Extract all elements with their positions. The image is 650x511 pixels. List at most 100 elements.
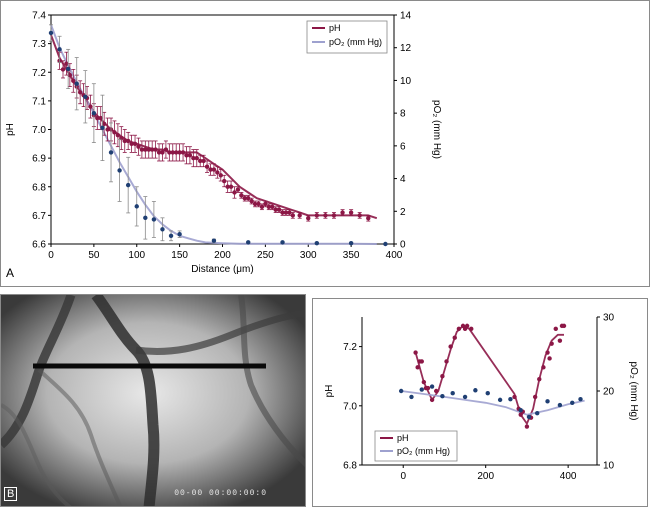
po2-point: [280, 240, 285, 245]
po2-point: [429, 384, 435, 389]
ph-point: [429, 397, 435, 403]
y-tick-label: 7.3: [32, 39, 46, 50]
y2-tick-label: 2: [400, 207, 406, 218]
ph-point: [532, 394, 538, 400]
ph-point: [256, 201, 261, 207]
vessel-micrograph: [1, 295, 305, 506]
ph-point: [314, 213, 320, 218]
y-tick-label: 7.1: [32, 96, 46, 107]
po2-point: [348, 240, 354, 246]
vessel: [238, 295, 305, 468]
ph-point: [421, 379, 427, 385]
ph-point: [153, 147, 158, 152]
x-tick-label: 400: [386, 250, 403, 261]
ph-point: [112, 130, 117, 135]
ph-point: [464, 323, 470, 329]
ph-point: [211, 167, 217, 172]
po2-point: [211, 238, 217, 243]
ph-point: [252, 201, 258, 207]
ph-point: [187, 153, 193, 158]
ph-point: [105, 127, 110, 132]
ph-point: [122, 138, 127, 144]
x-tick-label: 150: [171, 250, 188, 261]
po2-point: [526, 414, 532, 420]
po2-point: [65, 66, 71, 72]
po2-point: [117, 168, 122, 173]
vessel: [37, 368, 123, 506]
y2-axis-label: pO₂ (mm Hg): [628, 362, 639, 421]
ph-point: [129, 141, 134, 147]
y-tick-label: 7.2: [32, 68, 46, 79]
x-tick-label: 250: [257, 250, 274, 261]
ph-point: [547, 356, 552, 361]
ph-point: [413, 350, 418, 355]
ph-point: [434, 388, 439, 394]
po2-point: [462, 394, 468, 400]
ph-point: [348, 210, 354, 215]
po2-point: [398, 388, 404, 394]
ph-point: [184, 153, 189, 158]
ph-point: [249, 198, 254, 204]
x-tick-label: 100: [128, 250, 145, 261]
ph-point: [512, 394, 517, 400]
x-tick-label: 50: [88, 250, 100, 261]
ph-point: [60, 67, 66, 72]
po2-point: [74, 81, 79, 86]
ph-point: [419, 359, 424, 364]
ph-point: [218, 173, 223, 178]
ph-point: [235, 187, 241, 192]
ph-point: [331, 213, 337, 218]
y2-tick-label: 20: [603, 387, 615, 398]
ph-point: [77, 90, 83, 95]
y-tick-label: 7.0: [343, 401, 357, 412]
ph-point: [101, 121, 107, 126]
ph-point: [132, 141, 138, 147]
ph-point: [180, 150, 186, 155]
ph-point: [143, 147, 148, 152]
ph-point: [266, 204, 272, 209]
x-axis-label: Distance (μm): [191, 264, 253, 275]
po2-point: [497, 397, 503, 403]
panel-b-micrograph: 00-00 00:00:00:0: [0, 294, 306, 507]
ph-point: [273, 207, 278, 212]
panel-label-a: A: [6, 266, 15, 280]
ph-point: [198, 158, 203, 164]
y2-tick-label: 6: [400, 141, 406, 152]
ph-point: [440, 374, 445, 379]
ph-point: [323, 213, 328, 218]
x-tick-label: 0: [48, 250, 54, 261]
ph-point: [88, 104, 93, 109]
ph-point: [67, 72, 73, 78]
po2-point: [409, 394, 414, 400]
po2-point: [557, 402, 563, 408]
po2-point: [419, 387, 424, 392]
ph-point: [297, 213, 302, 218]
ph-point: [553, 326, 558, 332]
ph-point: [242, 196, 247, 201]
ph-fit-line: [414, 324, 564, 425]
po2-point: [570, 400, 575, 406]
ph-point: [541, 365, 546, 370]
ph-point: [204, 164, 210, 169]
ph-point: [557, 338, 563, 343]
y2-tick-label: 4: [400, 174, 406, 185]
y-tick-label: 6.8: [343, 461, 357, 472]
ph-point: [537, 376, 542, 382]
ph-point: [115, 133, 121, 138]
chart-a: 0 50 100 150 200 250 300 350 4006.66.76.86.97.07…: [5, 11, 442, 276]
y2-tick-label: 10: [603, 461, 615, 472]
po2-point: [177, 231, 182, 237]
ph-point: [125, 138, 131, 144]
legend-box: [306, 20, 388, 54]
ph-point: [71, 78, 76, 84]
chart-c: 0 200 400 6.8 7.0 7.2 10 20 30 pH pO₂ (mm Hg) pH pO₂…: [324, 313, 639, 483]
ph-point: [208, 167, 213, 172]
po2-point: [100, 125, 105, 131]
po2-point: [473, 388, 478, 393]
po2-point: [125, 182, 131, 188]
ph-point: [156, 150, 162, 155]
x-tick-label: 200: [214, 250, 231, 261]
po2-point: [134, 204, 139, 209]
y2-tick-label: 8: [400, 109, 406, 120]
ph-point: [194, 155, 199, 161]
